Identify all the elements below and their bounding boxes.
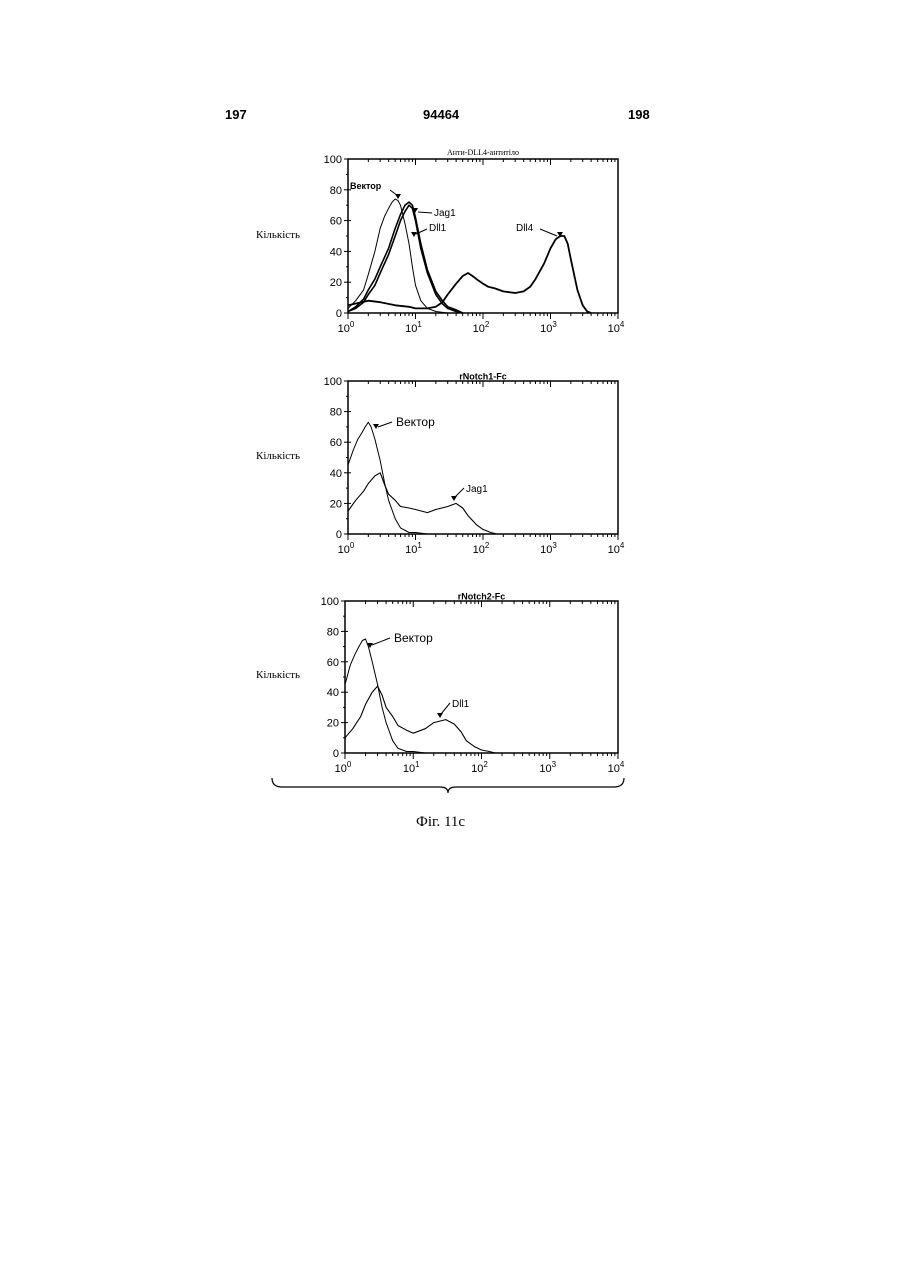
label-leader [418,212,432,213]
label-leader [372,638,390,645]
x-tick-label: 101 [403,760,420,775]
plot-frame [348,381,618,534]
chart-1: Анти-DLL4-антитіло 0 20 40 60 80 100 100 101 102 1… [324,148,625,335]
x-tick-label: 100 [338,541,355,556]
series-line-2 [345,686,495,753]
plot-frame [345,601,618,753]
x-tick-label: 100 [338,320,355,335]
y-tick-label: 0 [336,308,342,320]
label-arrowhead [395,194,401,199]
series-label: Jag1 [434,208,456,219]
y-tick-label: 40 [327,687,339,699]
chart-2-title: rNotch1-Fc [459,372,507,382]
y-tick-label: 0 [336,529,342,541]
chart-1-title: Анти-DLL4-антитіло [447,148,519,157]
series-line-4 [348,236,591,313]
x-tick-label: 103 [540,320,557,335]
y-tick-label: 100 [324,376,342,388]
y-tick-label: 20 [330,277,342,289]
y-tick-label: 40 [330,468,342,480]
series-line-1 [348,199,448,313]
label-arrowhead [451,496,457,501]
series-label: Вектор [394,631,433,645]
series-label: Вектор [350,181,382,191]
y-tick-label: 0 [333,748,339,760]
y-tick-label: 20 [330,498,342,510]
x-tick-label: 101 [405,320,422,335]
y-tick-label: 100 [324,154,342,166]
label-arrowhead [411,232,417,237]
chart-2: rNotch1-Fc 0 20 40 60 80 100 100 101 102 103 104 Век… [324,372,625,557]
y-tick-label: 60 [327,657,339,669]
x-tick-label: 102 [473,541,490,556]
figure-brace [272,778,624,793]
x-tick-label: 103 [539,760,556,775]
y-tick-label: 60 [330,216,342,228]
figure-caption: Фіг. 11с [416,814,465,831]
x-tick-label: 101 [405,541,422,556]
x-tick-label: 100 [335,760,352,775]
x-tick-label: 104 [608,320,625,335]
series-label: Dll1 [452,699,470,710]
y-tick-label: 40 [330,246,342,258]
series-label: Dll4 [516,223,534,234]
label-leader [540,229,557,236]
x-tick-label: 103 [540,541,557,556]
x-tick-label: 104 [608,541,625,556]
label-leader [441,703,450,714]
label-arrowhead [437,713,443,718]
series-label: Jag1 [466,484,488,495]
y-tick-label: 20 [327,718,339,730]
series-line-1 [348,422,436,534]
chart-3: rNotch2-Fc 0 20 40 60 80 100 100 101 102 103 104 Век… [321,592,625,776]
label-leader [455,488,464,497]
x-tick-label: 102 [473,320,490,335]
y-tick-label: 80 [327,626,339,638]
y-tick-label: 80 [330,407,342,419]
series-label: Dll1 [429,223,447,234]
series-label: Вектор [396,415,435,429]
chart-3-title: rNotch2-Fc [458,592,506,602]
series-line-1 [345,639,434,753]
y-tick-label: 80 [330,185,342,197]
x-tick-label: 104 [608,760,625,775]
y-tick-label: 60 [330,437,342,449]
x-tick-label: 102 [471,760,488,775]
series-line-2 [348,473,497,534]
label-leader [378,422,392,427]
y-tick-label: 100 [321,596,339,608]
